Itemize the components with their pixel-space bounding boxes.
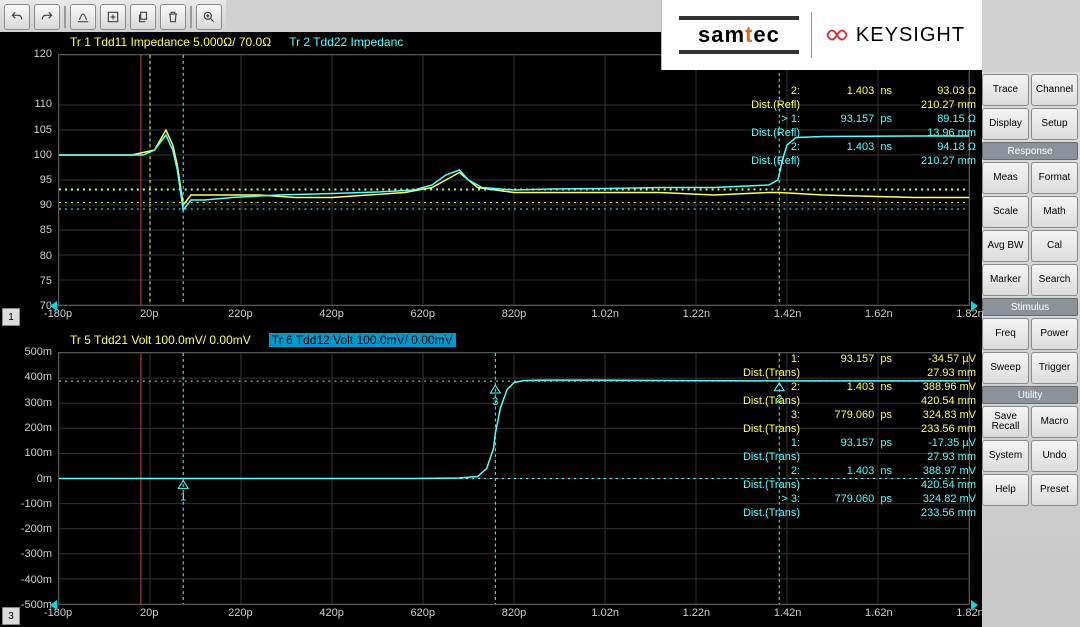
copy-button[interactable] bbox=[130, 4, 156, 30]
y-tick: -400m bbox=[2, 574, 52, 586]
side-btn-cal[interactable]: Cal bbox=[1031, 230, 1078, 262]
x-tick: 1.02n bbox=[591, 308, 619, 320]
keysight-logo: KEYSIGHT bbox=[824, 22, 965, 48]
x-tick: -180p bbox=[44, 607, 72, 619]
svg-text:1: 1 bbox=[180, 491, 186, 503]
x-tick: 1.02n bbox=[591, 607, 619, 619]
side-btn-avg-bw[interactable]: Avg BW bbox=[982, 230, 1029, 262]
x-tick: 1.42n bbox=[774, 607, 802, 619]
x-tick: 620p bbox=[411, 308, 435, 320]
side-btn-scale[interactable]: Scale bbox=[982, 196, 1029, 228]
delete-button[interactable] bbox=[160, 4, 186, 30]
side-panel: TraceChannelDisplaySetup Response MeasForm… bbox=[979, 72, 1080, 627]
side-btn-undo[interactable]: Undo bbox=[1031, 440, 1078, 472]
autoscale-button[interactable] bbox=[70, 4, 96, 30]
y-tick: 500m bbox=[2, 346, 52, 358]
x-tick: 1.42n bbox=[774, 308, 802, 320]
plot-top[interactable]: Tr 1 Tdd11 Impedance 5.000Ω/ 70.0Ω Tr 2 T… bbox=[0, 32, 982, 328]
x-tick: 820p bbox=[502, 308, 526, 320]
x-tick: 1.62n bbox=[865, 308, 893, 320]
y-tick: 75 bbox=[2, 275, 52, 287]
trace-label[interactable]: Tr 5 Tdd21 Volt 100.0mV/ 0.00mV bbox=[70, 333, 251, 347]
undo-button[interactable] bbox=[4, 4, 30, 30]
x-tick: 1.82n bbox=[956, 607, 984, 619]
side-btn-sweep[interactable]: Sweep bbox=[982, 352, 1029, 384]
zoom-button[interactable] bbox=[196, 4, 222, 30]
plot-area: Tr 1 Tdd11 Impedance 5.000Ω/ 70.0Ω Tr 2 T… bbox=[0, 32, 982, 627]
side-btn-meas[interactable]: Meas bbox=[982, 162, 1029, 194]
side-header: Utility bbox=[982, 386, 1078, 404]
toolbar bbox=[0, 0, 226, 35]
y-tick: -300m bbox=[2, 548, 52, 560]
side-btn-search[interactable]: Search bbox=[1031, 264, 1078, 296]
x-tick: 220p bbox=[228, 607, 252, 619]
side-btn-help[interactable]: Help bbox=[982, 474, 1029, 506]
y-tick: 0m bbox=[2, 473, 52, 485]
x-tick: 820p bbox=[502, 607, 526, 619]
y-tick: 90 bbox=[2, 199, 52, 211]
x-tick: 1.82n bbox=[956, 308, 984, 320]
channel-badge[interactable]: 1 bbox=[2, 308, 20, 326]
side-btn-marker[interactable]: Marker bbox=[982, 264, 1029, 296]
x-tick: 420p bbox=[319, 308, 343, 320]
y-tick: -200m bbox=[2, 523, 52, 535]
samtec-logo: samtec bbox=[679, 14, 799, 56]
side-btn-setup[interactable]: Setup bbox=[1031, 108, 1078, 140]
y-tick: 110 bbox=[2, 98, 52, 110]
y-tick: 105 bbox=[2, 124, 52, 136]
y-tick: -100m bbox=[2, 498, 52, 510]
x-tick: -180p bbox=[44, 308, 72, 320]
side-btn-power[interactable]: Power bbox=[1031, 318, 1078, 350]
side-btn-trace[interactable]: Trace bbox=[982, 74, 1029, 106]
side-btn-preset[interactable]: Preset bbox=[1031, 474, 1078, 506]
side-btn-system[interactable]: System bbox=[982, 440, 1029, 472]
x-tick: 20p bbox=[140, 308, 158, 320]
x-tick: 1.22n bbox=[683, 607, 711, 619]
marker-readouts: 1:93.157 ps-34.57 µVDist.(Trans)27.93 mm… bbox=[716, 352, 976, 520]
side-btn-freq[interactable]: Freq bbox=[982, 318, 1029, 350]
plot-bottom[interactable]: Tr 5 Tdd21 Volt 100.0mV/ 0.00mV Tr 6 Tdd1… bbox=[0, 330, 982, 627]
logo-bar: samtec KEYSIGHT bbox=[661, 0, 982, 70]
x-tick: 620p bbox=[411, 607, 435, 619]
x-tick: 1.62n bbox=[865, 607, 893, 619]
x-tick: 20p bbox=[140, 607, 158, 619]
side-btn-channel[interactable]: Channel bbox=[1031, 74, 1078, 106]
side-btn-math[interactable]: Math bbox=[1031, 196, 1078, 228]
side-btn-save-recall[interactable]: Save Recall bbox=[982, 406, 1029, 438]
side-header: Response bbox=[982, 142, 1078, 160]
y-tick: 200m bbox=[2, 422, 52, 434]
y-tick: 100m bbox=[2, 447, 52, 459]
x-tick: 220p bbox=[228, 308, 252, 320]
x-tick: 1.22n bbox=[683, 308, 711, 320]
keysight-text: KEYSIGHT bbox=[856, 24, 965, 47]
trace-label[interactable]: Tr 2 Tdd22 Impedanc bbox=[289, 35, 403, 49]
channel-badge[interactable]: 3 bbox=[2, 607, 20, 625]
trace-label[interactable]: Tr 1 Tdd11 Impedance 5.000Ω/ 70.0Ω bbox=[70, 35, 271, 49]
side-btn-format[interactable]: Format bbox=[1031, 162, 1078, 194]
marker-readouts: 2:1.403 ns93.03 ΩDist.(Refl)210.27 mm> 1… bbox=[716, 84, 976, 168]
y-tick: 300m bbox=[2, 397, 52, 409]
add-trace-button[interactable] bbox=[100, 4, 126, 30]
svg-text:3: 3 bbox=[492, 396, 498, 408]
side-btn-trigger[interactable]: Trigger bbox=[1031, 352, 1078, 384]
redo-button[interactable] bbox=[34, 4, 60, 30]
side-header: Stimulus bbox=[982, 298, 1078, 316]
y-tick: 85 bbox=[2, 224, 52, 236]
side-btn-macro[interactable]: Macro bbox=[1031, 406, 1078, 438]
y-tick: 95 bbox=[2, 174, 52, 186]
y-tick: 80 bbox=[2, 250, 52, 262]
x-tick: 420p bbox=[319, 607, 343, 619]
y-tick: 120 bbox=[2, 48, 52, 60]
side-btn-display[interactable]: Display bbox=[982, 108, 1029, 140]
trace-label[interactable]: Tr 6 Tdd12 Volt 100.0mV/ 0.00mV bbox=[269, 333, 456, 347]
y-tick: 400m bbox=[2, 371, 52, 383]
y-tick: 100 bbox=[2, 149, 52, 161]
